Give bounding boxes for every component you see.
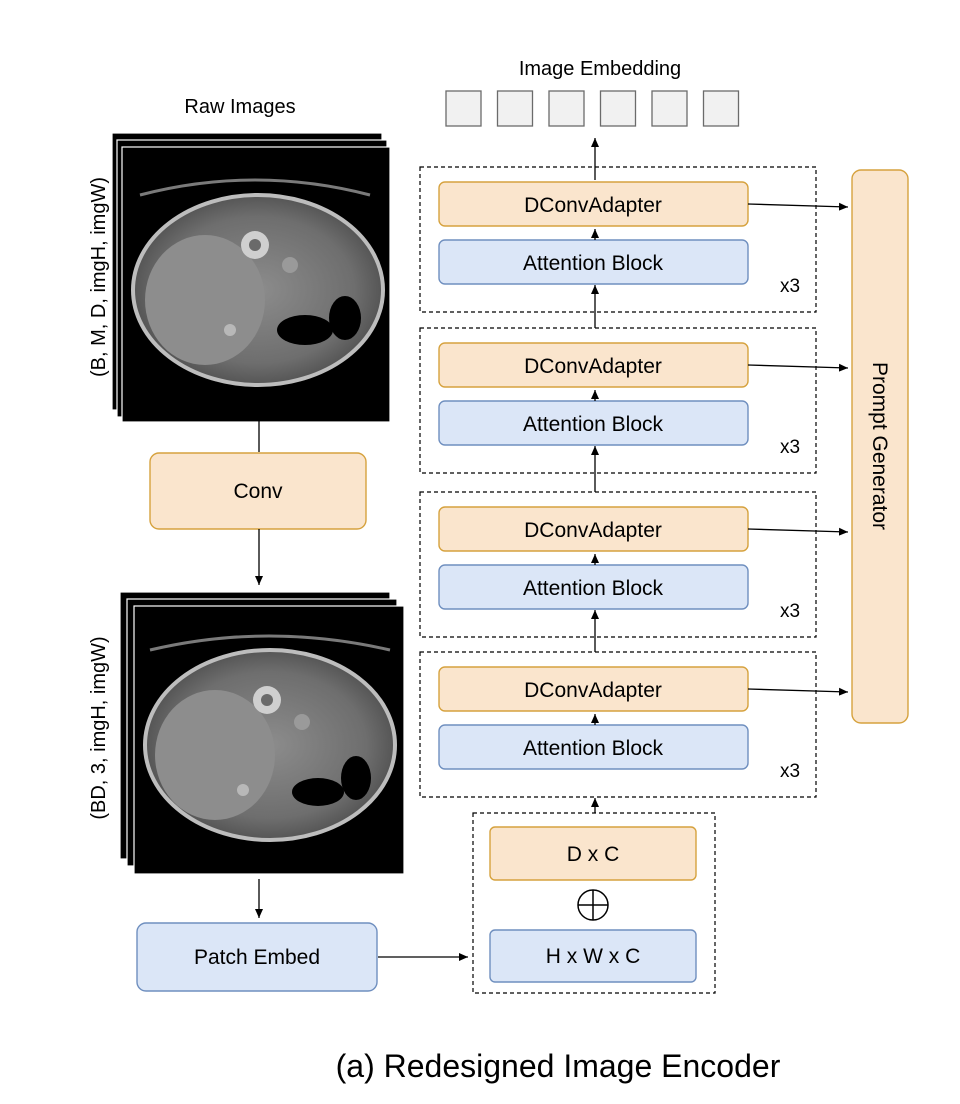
arrow-adapter-to-prompt-generator <box>747 202 849 211</box>
attention-block-label: Attention Block <box>523 577 664 600</box>
encoder-stage: DConvAdapter Attention Block x3 <box>419 285 849 474</box>
attention-block-label: Attention Block <box>523 252 664 275</box>
dconv-adapter-label: DConvAdapter <box>524 519 662 542</box>
repeat-label: x3 <box>780 761 800 782</box>
processed-images-shape-label: (BD, 3, imgH, imgW) <box>88 636 110 819</box>
attention-block-label: Attention Block <box>523 737 664 760</box>
stage-group <box>419 651 817 798</box>
spatial-embedding-box <box>489 929 697 983</box>
image-embedding-tokens <box>445 90 740 127</box>
conv-label: Conv <box>233 480 283 503</box>
raw-images-shape-label: (B, M, D, imgH, imgW) <box>88 177 110 377</box>
arrow-adapter-to-prompt-generator <box>747 363 849 372</box>
image-embedding-label: Image Embedding <box>519 58 681 80</box>
position-embedding-group <box>472 812 716 994</box>
embedding-token <box>496 90 534 127</box>
dconv-adapter-label: DConvAdapter <box>524 194 662 217</box>
spatial-embedding-label: H x W x C <box>546 945 641 968</box>
embedding-token <box>445 90 482 127</box>
embedding-token <box>599 90 637 127</box>
stage-group <box>419 166 817 313</box>
attention-block-box <box>438 239 749 285</box>
prompt-generator-label: Prompt Generator <box>868 362 891 530</box>
depth-embedding-box <box>489 826 697 881</box>
stage-group <box>419 327 817 474</box>
figure-caption: (a) Redesigned Image Encoder <box>336 1048 781 1084</box>
attention-block-box <box>438 724 749 770</box>
attention-block-box <box>438 564 749 610</box>
stage-group <box>419 491 817 638</box>
conv-box <box>149 452 367 530</box>
add-circle-icon <box>577 889 609 921</box>
repeat-label: x3 <box>780 437 800 458</box>
patch-embed-label: Patch Embed <box>194 946 320 969</box>
processed-images-stack <box>119 591 405 875</box>
encoder-stage: DConvAdapter Attention Block x3 <box>419 166 849 313</box>
depth-embedding-label: D x C <box>567 843 620 866</box>
raw-images-label: Raw Images <box>184 96 295 118</box>
arrow-adapter-to-prompt-generator <box>747 687 849 696</box>
ct-scan-image <box>143 634 397 842</box>
repeat-label: x3 <box>780 276 800 297</box>
prompt-generator-box <box>851 169 909 724</box>
patch-embed-box <box>136 922 378 992</box>
dconv-adapter-label: DConvAdapter <box>524 679 662 702</box>
ct-scan-image <box>131 178 385 387</box>
embedding-token <box>702 90 740 127</box>
repeat-label: x3 <box>780 601 800 622</box>
dconv-adapter-label: DConvAdapter <box>524 355 662 378</box>
raw-images-stack <box>111 132 391 423</box>
attention-block-box <box>438 400 749 446</box>
encoder-stage: DConvAdapter Attention Block x3 <box>419 610 849 798</box>
arrow-adapter-to-prompt-generator <box>747 527 849 536</box>
attention-block-label: Attention Block <box>523 413 664 436</box>
embedding-token <box>548 90 585 127</box>
embedding-token <box>651 90 688 127</box>
encoder-stage: DConvAdapter Attention Block x3 <box>419 446 849 638</box>
